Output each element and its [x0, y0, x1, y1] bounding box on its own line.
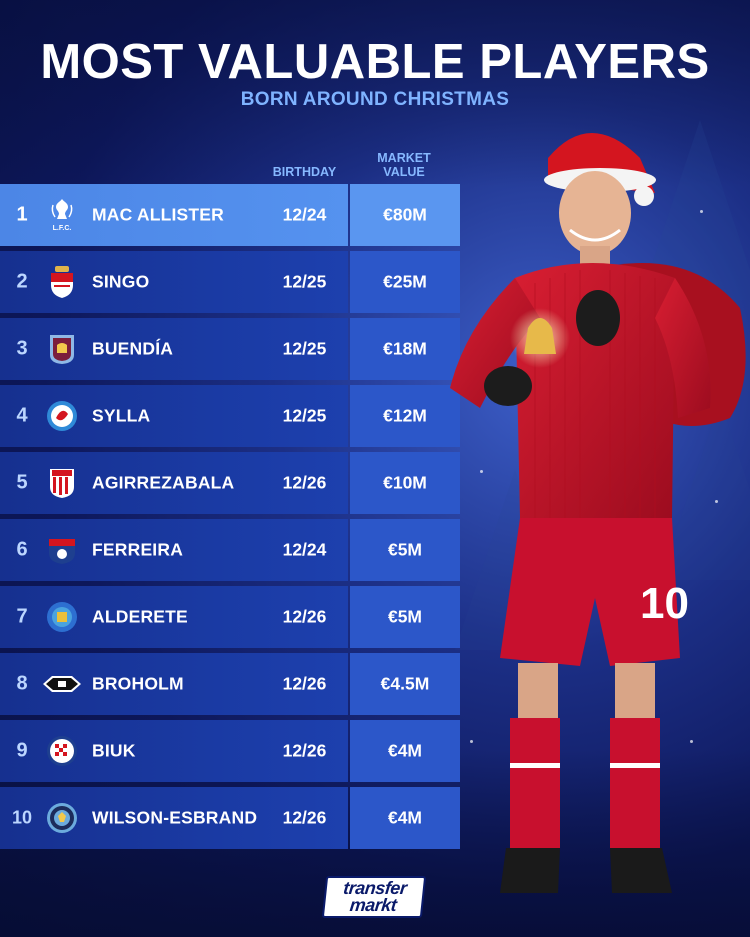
table-row: 2 SINGO 12/25 €25M: [0, 251, 460, 313]
background-tree: [660, 400, 750, 580]
player-head: [559, 171, 631, 255]
table-row: 3 BUENDÍA 12/25 €18M: [0, 318, 460, 380]
player-market-value: €18M: [383, 338, 427, 359]
player-rank: 6: [16, 538, 28, 561]
player-shorts: [500, 518, 680, 666]
svg-text:10: 10: [640, 579, 689, 628]
column-header-birthday: BIRTHDAY: [272, 165, 337, 179]
player-market-value: €10M: [383, 472, 427, 493]
liverpool-crest-text: L.F.C.: [53, 225, 72, 232]
player-boot: [610, 848, 672, 893]
row-background: [0, 184, 348, 246]
player-rank: 9: [16, 739, 28, 762]
aston-villa-crest-icon: [46, 333, 78, 365]
player-rank: 1: [16, 203, 28, 226]
player-rank: 4: [16, 404, 28, 427]
logo-line2: markt: [348, 895, 398, 915]
player-birthday: 12/24: [282, 539, 327, 560]
page-subtitle: BORN AROUND CHRISTMAS: [240, 89, 510, 110]
player-rank: 2: [16, 270, 28, 293]
player-name: BUENDÍA: [92, 338, 174, 359]
player-market-value: €4M: [387, 740, 423, 761]
table-row: 1 L.F.C. MAC ALLISTER 12/24 €80M: [0, 184, 460, 246]
player-sock: [610, 718, 660, 848]
player-name: SINGO: [92, 271, 150, 292]
player-birthday: 12/25: [282, 405, 327, 426]
snowflake: [470, 740, 473, 743]
table-row: 7 ALDERETE 12/26 €5M: [0, 586, 460, 648]
player-market-value: €5M: [387, 606, 423, 627]
value-cell: [350, 586, 460, 648]
table-row: 8 BROHOLM 12/26 €4.5M: [0, 653, 460, 715]
player-name: BIUK: [92, 740, 136, 761]
player-name: WILSON-ESBRAND: [92, 807, 258, 828]
player-name: ALDERETE: [92, 606, 188, 627]
value-cell: [350, 653, 460, 715]
player-rank: 7: [16, 605, 28, 628]
athletic-club-crest-icon: [46, 467, 78, 499]
value-cell: [350, 251, 460, 313]
player-birthday: 12/26: [282, 740, 327, 761]
player-market-value: €4M: [387, 807, 423, 828]
player-name: FERREIRA: [92, 539, 184, 560]
column-header-market-line1: MARKET: [377, 151, 431, 165]
player-birthday: 12/26: [282, 673, 327, 694]
player-market-value: €5M: [387, 539, 423, 560]
player-birthday: 12/26: [282, 807, 327, 828]
player-rank: 8: [16, 672, 28, 695]
player-glove: [484, 366, 532, 406]
manchester-city-crest-icon: [46, 802, 78, 834]
rosenborg-crest-icon: [42, 668, 82, 700]
strasbourg-crest-icon: [46, 400, 78, 432]
player-name: BROHOLM: [92, 673, 184, 694]
snowflake: [480, 470, 483, 473]
bell: [524, 318, 556, 354]
page-title: MOST VALUABLE PLAYERS: [40, 35, 710, 89]
fc-dallas-crest-icon: [46, 534, 78, 566]
transfermarkt-logo: transfer markt: [321, 876, 427, 918]
value-cell: [350, 787, 460, 849]
hajduk-split-crest-icon: [46, 735, 78, 767]
column-header-market-line2: VALUE: [383, 165, 425, 179]
snowflake: [690, 740, 693, 743]
player-name: AGIRREZABALA: [92, 472, 235, 493]
table-row: 10 WILSON-ESBRAND 12/26 €4M: [0, 787, 460, 849]
monaco-crest-icon: [46, 266, 78, 298]
player-photo: 10: [450, 133, 746, 893]
player-name: SYLLA: [92, 405, 151, 426]
liverpool-crest-icon: L.F.C.: [46, 199, 78, 232]
table-row: 9 BIUK 12/26 €4M: [0, 720, 460, 782]
player-market-value: €12M: [383, 405, 427, 426]
player-birthday: 12/24: [282, 204, 327, 225]
player-birthday: 12/26: [282, 606, 327, 627]
table-row: 6 FERREIRA 12/24 €5M: [0, 519, 460, 581]
player-name: MAC ALLISTER: [92, 204, 225, 225]
player-birthday: 12/25: [282, 338, 327, 359]
player-market-value: €4.5M: [380, 673, 430, 694]
player-birthday: 12/26: [282, 472, 327, 493]
player-rank: 5: [16, 471, 28, 494]
value-cell: [350, 519, 460, 581]
player-market-value: €25M: [383, 271, 427, 292]
player-market-value: €80M: [383, 204, 427, 225]
value-cell: [350, 318, 460, 380]
player-boot: [500, 848, 560, 893]
table-row: 5 AGIRREZABALA 12/26 €10M: [0, 452, 460, 514]
value-cell: [350, 184, 460, 246]
player-sock: [510, 718, 560, 848]
value-cell: [350, 720, 460, 782]
value-cell: [350, 452, 460, 514]
snowflake: [715, 500, 718, 503]
player-glove: [576, 290, 620, 346]
getafe-crest-icon: [46, 601, 78, 633]
player-birthday: 12/25: [282, 271, 327, 292]
value-cell: [350, 385, 460, 447]
snowflake: [700, 210, 703, 213]
table-row: 4 SYLLA 12/25 €12M: [0, 385, 460, 447]
player-rank: 10: [11, 807, 33, 828]
player-rank: 3: [16, 337, 28, 360]
column-header-market-value: MARKET VALUE: [350, 151, 458, 179]
